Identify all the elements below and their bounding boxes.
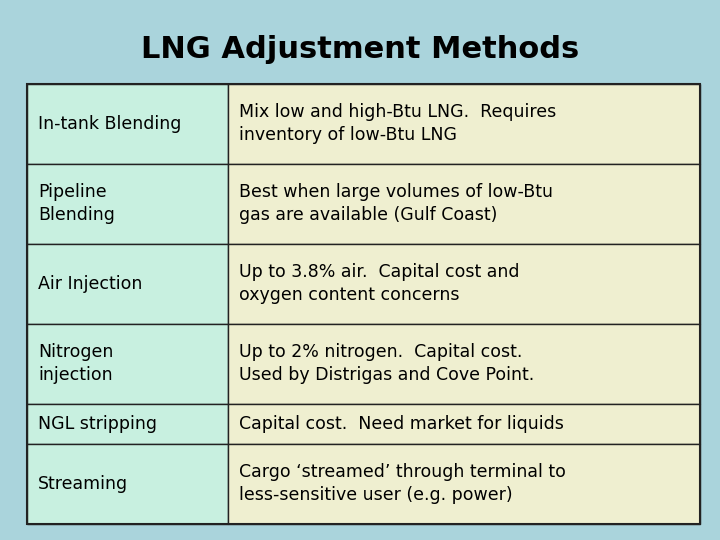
Text: Mix low and high-Btu LNG.  Requires
inventory of low-Btu LNG: Mix low and high-Btu LNG. Requires inven… [238, 103, 556, 144]
Text: Capital cost.  Need market for liquids: Capital cost. Need market for liquids [238, 415, 564, 433]
Text: LNG Adjustment Methods: LNG Adjustment Methods [141, 35, 579, 64]
Text: NGL stripping: NGL stripping [38, 415, 157, 433]
Bar [27, 84, 700, 524]
Bar [228, 84, 700, 164]
Bar [27, 84, 228, 164]
Bar [228, 244, 700, 324]
Bar [228, 444, 700, 524]
Text: Cargo ‘streamed’ through terminal to
less-sensitive user (e.g. power): Cargo ‘streamed’ through terminal to les… [238, 463, 565, 504]
Text: Up to 3.8% air.  Capital cost and
oxygen content concerns: Up to 3.8% air. Capital cost and oxygen … [238, 264, 519, 304]
Text: Nitrogen
injection: Nitrogen injection [38, 343, 114, 384]
Text: Streaming: Streaming [38, 475, 128, 493]
Bar [27, 164, 228, 244]
Bar [27, 324, 228, 404]
Bar [228, 404, 700, 444]
Bar [27, 404, 228, 444]
Bar [228, 324, 700, 404]
Bar [228, 164, 700, 244]
Text: Best when large volumes of low-Btu
gas are available (Gulf Coast): Best when large volumes of low-Btu gas a… [238, 183, 552, 224]
Bar [27, 244, 228, 324]
Text: Pipeline
Blending: Pipeline Blending [38, 183, 115, 224]
Bar [27, 444, 228, 524]
Text: Air Injection: Air Injection [38, 275, 143, 293]
Text: Up to 2% nitrogen.  Capital cost.
Used by Distrigas and Cove Point.: Up to 2% nitrogen. Capital cost. Used by… [238, 343, 534, 384]
Text: In-tank Blending: In-tank Blending [38, 114, 181, 133]
